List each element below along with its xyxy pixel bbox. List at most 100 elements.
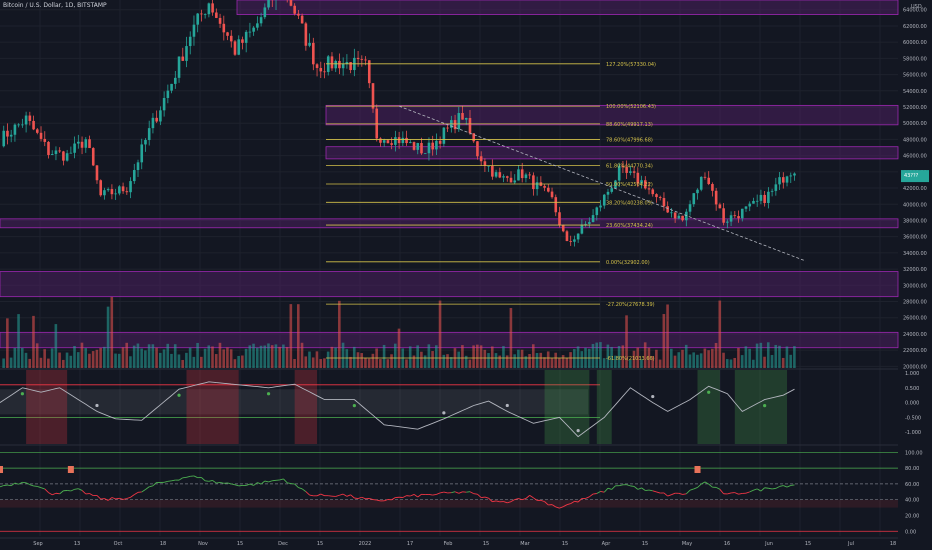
volume-bar	[117, 353, 121, 368]
candle-body	[36, 129, 39, 133]
candle	[125, 187, 129, 195]
rsi-line-segment	[678, 492, 683, 495]
volume-bar	[427, 344, 431, 368]
volume-bar	[483, 349, 487, 368]
rsi-line-segment	[59, 490, 64, 495]
rsi-line-segment	[208, 480, 213, 482]
candle-body	[729, 215, 733, 222]
candle-body	[412, 142, 416, 150]
candle-body	[244, 31, 248, 43]
candle	[241, 36, 244, 50]
candle-body	[513, 180, 517, 183]
candle	[539, 176, 543, 187]
candle-body	[185, 46, 188, 61]
candle-body	[778, 177, 781, 185]
candle	[737, 210, 740, 223]
candle	[394, 130, 397, 152]
candle	[32, 115, 35, 131]
rsi-line-segment	[503, 501, 508, 504]
price-tick: 26000.00	[903, 316, 927, 322]
rsi-line-segment	[96, 495, 102, 500]
candle-body	[774, 184, 778, 191]
candle	[468, 109, 472, 135]
rsi-line-segment	[458, 491, 463, 494]
candle-body	[13, 124, 17, 135]
candle	[729, 211, 733, 226]
candle	[267, 0, 270, 10]
candle-body	[136, 162, 140, 171]
volume-bar	[129, 356, 132, 368]
volume-bar	[778, 345, 781, 368]
volume-bar	[461, 345, 464, 368]
rsi-line-segment	[689, 488, 694, 491]
osc-tick: 0.000	[905, 401, 919, 407]
volume-bar	[647, 347, 651, 368]
rsi-line-segment	[74, 488, 79, 490]
candle	[397, 131, 401, 149]
candle-body	[647, 188, 651, 190]
volume-bar	[382, 344, 386, 368]
fib-level: 0.00%(32902.00)	[326, 260, 650, 266]
volume-bar	[58, 352, 61, 368]
fib-level: 100.00%(52106.43)	[326, 104, 656, 110]
rsi-line-segment	[701, 481, 706, 485]
candle-body	[785, 176, 789, 183]
candle	[405, 130, 408, 146]
candle-body	[722, 208, 725, 223]
candle-body	[666, 206, 669, 213]
candle-body	[625, 167, 628, 173]
candle-body	[442, 127, 446, 144]
volume-bar	[200, 356, 203, 368]
volume-bar	[356, 352, 360, 368]
candle-body	[200, 13, 203, 15]
rsi-line-segment	[514, 498, 519, 500]
rsi-line-segment	[346, 494, 351, 497]
candle	[215, 8, 218, 19]
rsi-line-segment	[633, 486, 639, 490]
rsi-line-segment	[555, 506, 560, 509]
volume-bar	[293, 358, 296, 368]
rsi-line-segment	[630, 485, 635, 487]
volume-bar	[252, 343, 255, 368]
volume-bar	[643, 342, 647, 368]
candle	[491, 159, 494, 180]
rsi-line-segment	[268, 480, 273, 483]
volume-bar	[673, 355, 677, 368]
price-tick: 54000.00	[903, 89, 927, 95]
volume-bar	[513, 354, 516, 368]
volume-bar	[580, 351, 584, 368]
candle	[386, 139, 390, 144]
rsi-panel: 100.00 80.00 60.00 40.00 20.00 0.00	[0, 444, 923, 535]
candle	[21, 118, 24, 128]
candle-body	[338, 60, 341, 69]
candle-body	[431, 142, 434, 150]
volume-bar	[599, 342, 602, 368]
volume-bar	[543, 357, 546, 368]
fib-level-label: 61.80%(44770.34)	[606, 164, 653, 170]
candle-body	[752, 200, 755, 204]
candle-body	[233, 41, 237, 55]
rsi-line-segment	[783, 485, 788, 488]
volume-bar	[688, 354, 692, 368]
candle-body	[770, 190, 774, 192]
candle	[565, 229, 569, 242]
candle-body	[487, 165, 490, 167]
candle-body	[763, 194, 766, 204]
fib-level: 50.00%(42504.22)	[326, 182, 653, 188]
volume-bar	[211, 346, 214, 368]
candle-body	[606, 191, 610, 195]
candle	[375, 104, 379, 142]
candle	[662, 192, 666, 211]
candle-body	[658, 197, 662, 199]
candle	[95, 164, 99, 184]
candle	[778, 171, 781, 190]
candle-body	[718, 204, 722, 209]
candle-body	[226, 32, 229, 36]
volume-bar	[20, 347, 24, 368]
volume-bar	[177, 354, 181, 368]
candle-body	[9, 134, 13, 137]
time-tick: 17	[407, 541, 413, 547]
volume-bar	[420, 351, 423, 368]
candle-body	[632, 171, 636, 173]
